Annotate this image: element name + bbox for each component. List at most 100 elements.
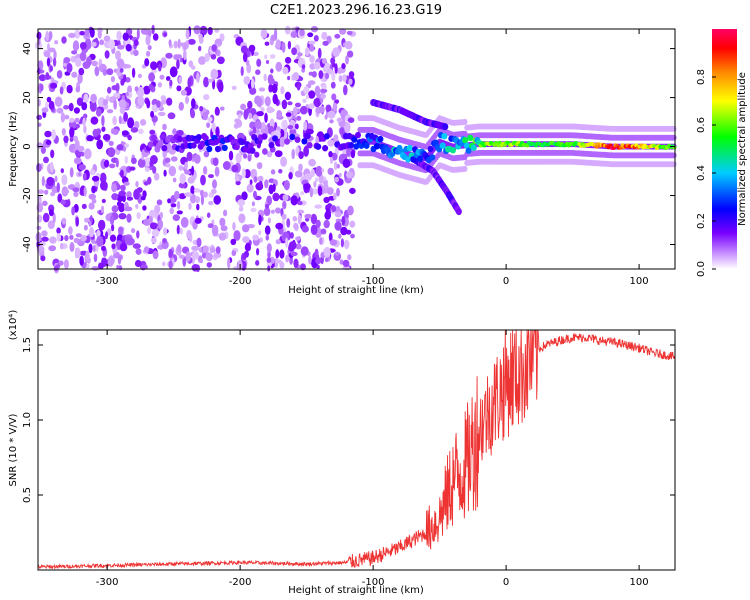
heatmap-cell — [339, 259, 344, 265]
heatmap-cell — [214, 166, 220, 177]
heatmap-cell — [270, 169, 276, 175]
heatmap-cell — [269, 54, 276, 59]
heatmap-cell — [274, 28, 278, 40]
heatmap-cell — [256, 97, 263, 107]
heatmap-cell — [275, 222, 284, 230]
heatmap-cell — [52, 57, 57, 67]
heatmap-cell — [103, 35, 111, 42]
heatmap-cell — [255, 260, 260, 266]
heatmap-cell — [45, 72, 50, 80]
snr-x-ticks: -300 -200 -100 0 100 — [96, 330, 649, 588]
heatmap-cell — [193, 25, 201, 35]
heatmap-cell — [235, 180, 241, 186]
heatmap-cell — [331, 205, 337, 213]
heatmap-cell — [281, 41, 286, 53]
heatmap-cell — [151, 134, 157, 141]
heatmap-cell — [56, 227, 61, 234]
heatmap-cell — [184, 161, 189, 170]
heatmap-cell — [231, 250, 237, 257]
heatmap-cell — [258, 230, 262, 236]
heatmap-cell — [66, 84, 73, 94]
heatmap-cell — [143, 85, 151, 95]
heatmap-cell — [275, 259, 282, 264]
heatmap-cell — [228, 150, 234, 161]
heatmap-cell — [195, 134, 202, 141]
heatmap-cell — [211, 188, 217, 194]
heatmap-cell — [187, 176, 195, 184]
heatmap-cell — [317, 185, 323, 196]
heatmap-cell — [241, 168, 246, 179]
heatmap-cell — [119, 169, 124, 178]
heatmap-cell — [308, 71, 314, 76]
heatmap-cell — [37, 189, 45, 194]
heatmap-cell — [287, 40, 292, 50]
heatmap-cell — [322, 40, 329, 46]
heatmap-cell — [189, 193, 197, 204]
heatmap-cell — [63, 135, 69, 144]
colorbar-tick-label: 0.6 — [696, 117, 707, 133]
heatmap-cell — [343, 84, 348, 96]
heatmap-cell — [44, 189, 49, 195]
heatmap-cell — [101, 126, 106, 132]
heatmap-cell — [342, 259, 350, 268]
heatmap-cell — [136, 212, 141, 220]
heatmap-cell — [222, 161, 231, 170]
heatmap-cell — [239, 138, 246, 146]
heatmap-cell — [49, 65, 53, 72]
heatmap-cell — [254, 121, 263, 130]
heatmap-cell — [118, 190, 126, 197]
heatmap-cell — [73, 191, 79, 198]
heatmap-cell — [322, 145, 329, 152]
heatmap-cell — [45, 30, 49, 42]
heatmap-cell — [250, 78, 255, 89]
heatmap-cell — [319, 237, 323, 245]
heatmap-cell — [338, 75, 343, 83]
heatmap-cell — [349, 187, 356, 194]
heatmap-cell — [333, 134, 339, 143]
heatmap-cell — [247, 153, 252, 162]
y-tick-label: 1.0 — [22, 412, 33, 428]
heatmap-cell — [234, 175, 240, 182]
heatmap-cell — [212, 179, 217, 189]
heatmap-cell — [241, 191, 248, 201]
heatmap-cell — [315, 143, 322, 150]
heatmap-cell — [203, 150, 210, 158]
heatmap-cell — [246, 63, 252, 74]
heatmap-cell — [82, 117, 86, 127]
heatmap-cell — [259, 237, 263, 243]
heatmap-cell — [262, 148, 268, 155]
heatmap-cell — [331, 70, 336, 82]
heatmap-cell — [73, 107, 80, 114]
heatmap-cell — [295, 243, 302, 250]
heatmap-cell — [63, 259, 69, 269]
heatmap-cell — [90, 93, 97, 104]
heatmap-cell — [271, 83, 278, 94]
heatmap-cell — [336, 163, 340, 169]
heatmap-cell — [91, 185, 96, 194]
heatmap-cell — [245, 59, 250, 66]
heatmap-cell — [90, 41, 97, 47]
heatmap-cell — [417, 155, 424, 162]
heatmap-cell — [71, 71, 78, 78]
heatmap-cell — [210, 68, 219, 80]
heatmap-cell — [163, 169, 167, 177]
heatmap-cell — [220, 225, 228, 232]
heatmap-cell — [98, 98, 104, 107]
heatmap-cell — [89, 101, 97, 112]
heatmap-cell — [185, 96, 189, 104]
heatmap-cell — [235, 152, 242, 164]
heatmap-cell — [64, 235, 69, 242]
heatmap-cell — [131, 67, 136, 78]
heatmap-cell — [102, 69, 108, 76]
heatmap-cell — [284, 25, 291, 35]
heatmap-cell — [347, 117, 355, 123]
heatmap-cell — [227, 257, 231, 269]
heatmap-cell — [250, 168, 258, 179]
heatmap-cell — [339, 28, 347, 35]
heatmap-cell — [328, 151, 333, 158]
heatmap-cell — [143, 181, 149, 186]
spectrogram-frame — [37, 28, 676, 270]
heatmap-cell — [209, 248, 216, 253]
colorbar-ticks: 0.0 0.2 0.4 0.6 0.8 — [696, 69, 716, 277]
